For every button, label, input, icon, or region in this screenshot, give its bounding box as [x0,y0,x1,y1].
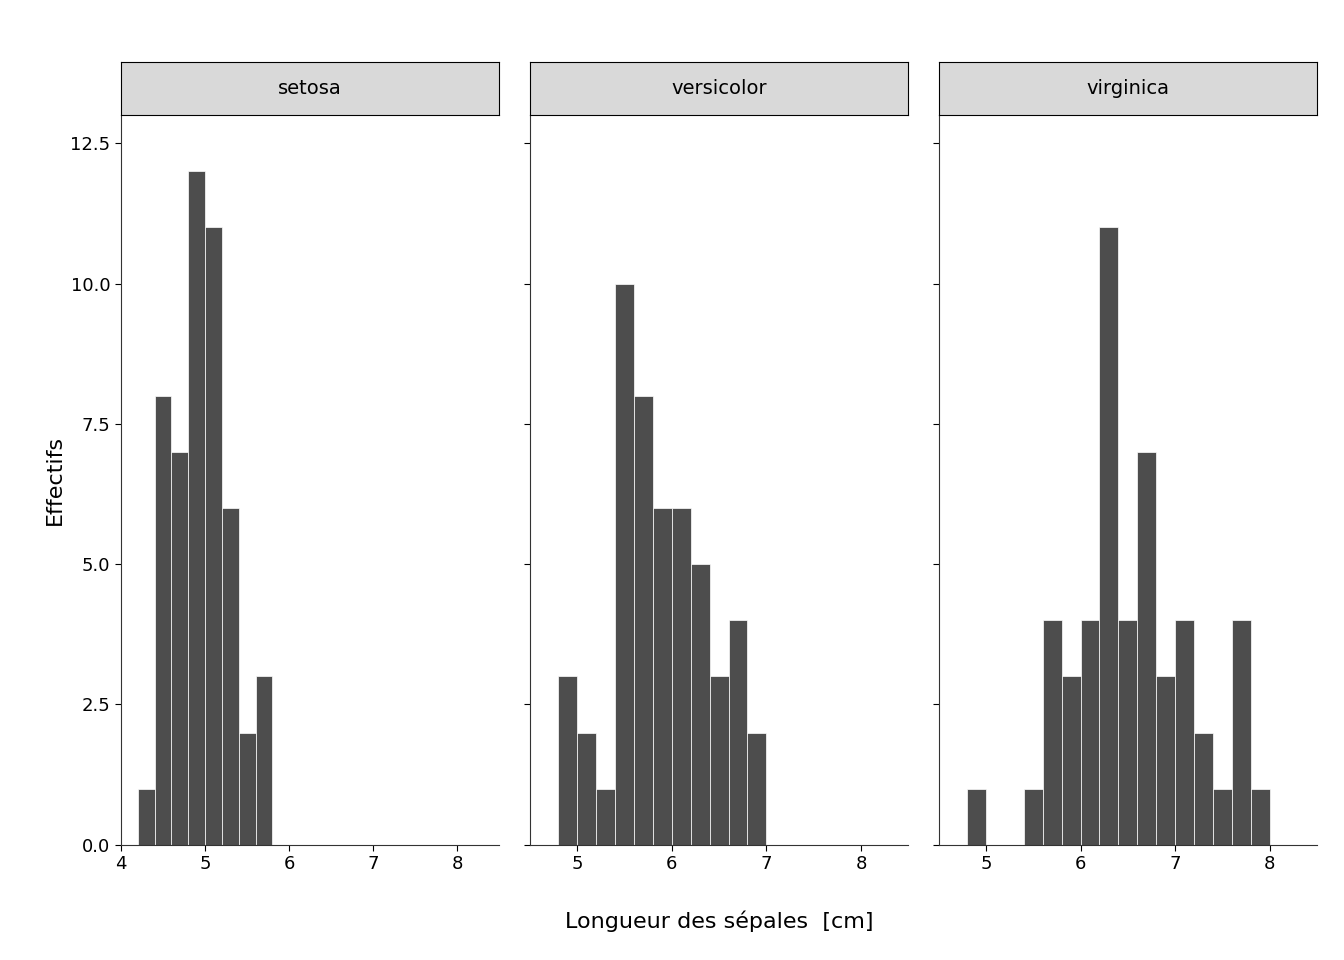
Bar [1137,452,1156,845]
Text: setosa: setosa [278,80,343,98]
Bar [188,171,206,845]
Y-axis label: Effectifs: Effectifs [44,435,65,525]
Bar [966,789,986,845]
Bar [155,396,172,845]
Bar [710,677,728,845]
Text: versicolor: versicolor [671,80,767,98]
Text: virginica: virginica [1086,80,1169,98]
Bar [206,228,222,845]
Bar [1043,620,1062,845]
Bar [1024,789,1043,845]
Bar [728,620,747,845]
Bar [1214,789,1232,845]
Bar [172,452,188,845]
Bar [138,789,155,845]
Bar [634,396,653,845]
Bar [1118,620,1137,845]
Bar [1251,789,1270,845]
Bar [747,732,766,845]
Bar [1232,620,1251,845]
Bar [577,732,595,845]
Bar [222,508,239,845]
Bar [558,677,577,845]
Bar [1099,228,1118,845]
Bar [1062,677,1081,845]
Bar [616,283,634,845]
Bar [1193,732,1214,845]
Bar [595,789,616,845]
Bar [239,732,255,845]
Bar [672,508,691,845]
Bar [1156,677,1175,845]
Bar [653,508,672,845]
Bar [255,677,273,845]
Text: Longueur des sépales  [cm]: Longueur des sépales [cm] [564,911,874,932]
Bar [691,564,710,845]
Bar [1175,620,1193,845]
Bar [1081,620,1099,845]
